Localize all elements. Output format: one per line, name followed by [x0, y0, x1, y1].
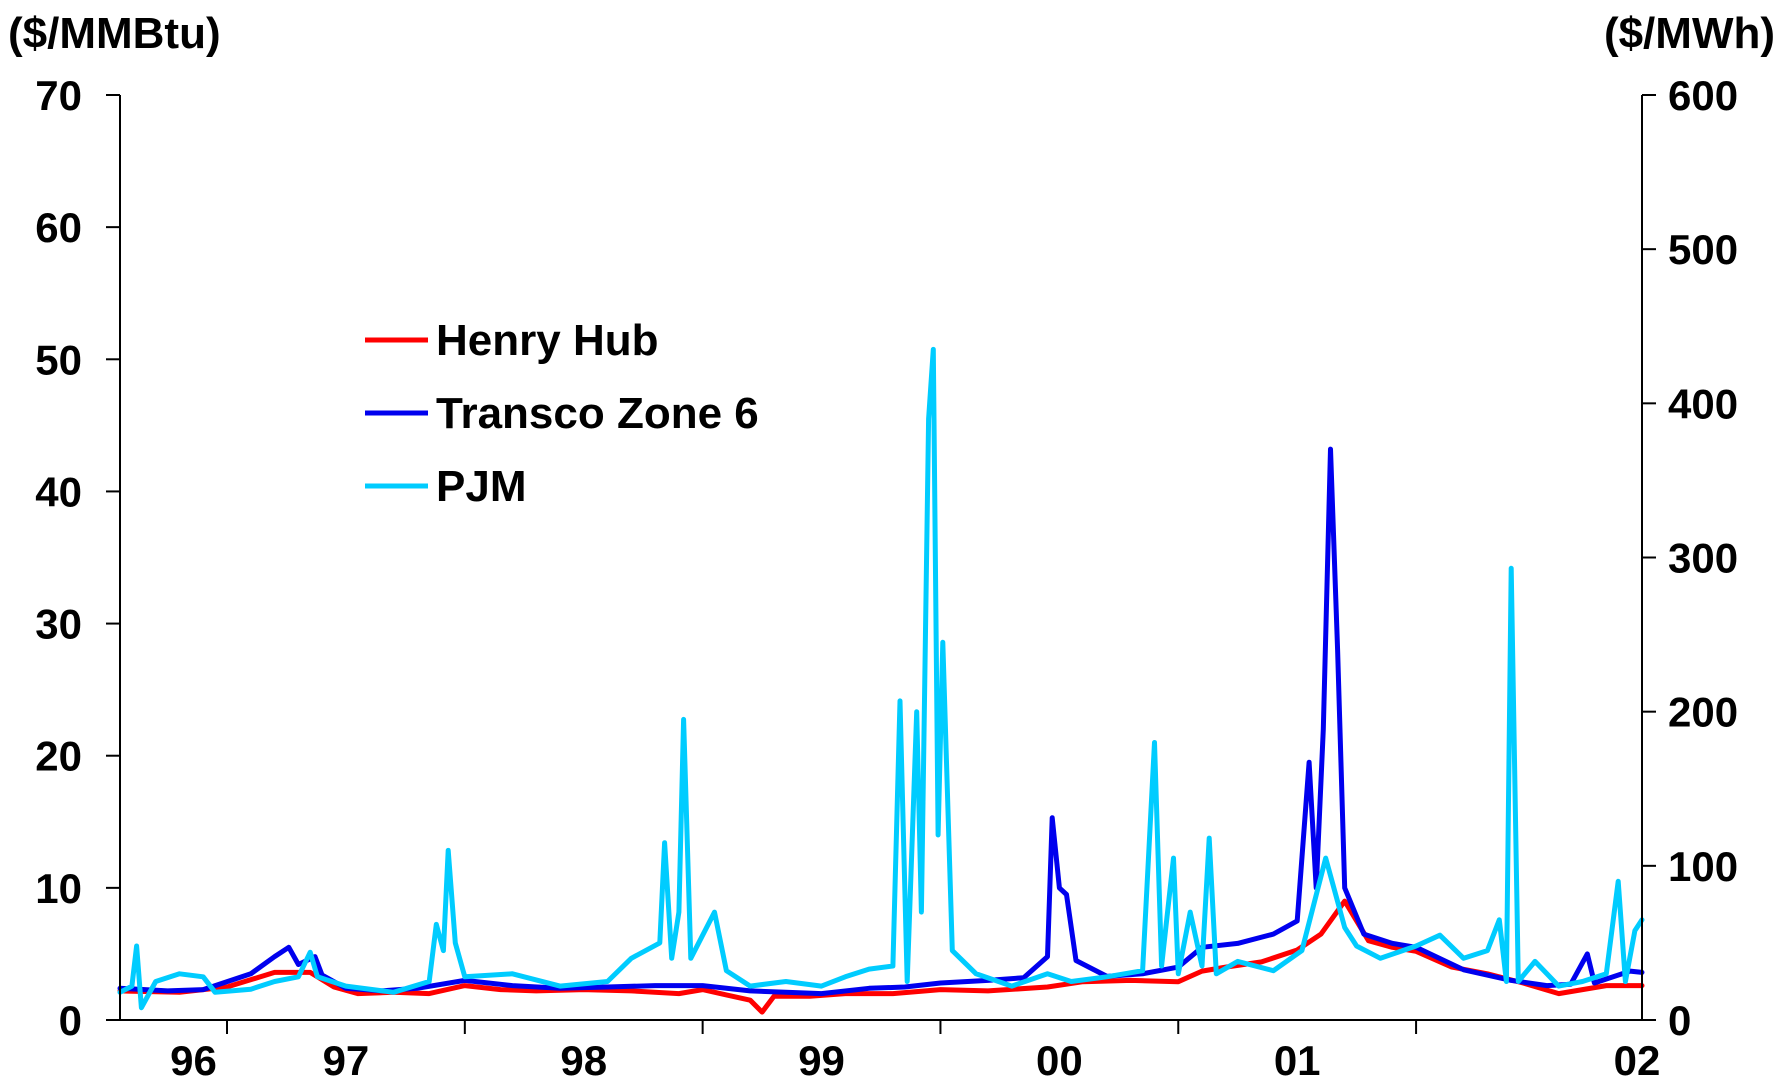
left-tick-label: 0: [59, 997, 82, 1044]
x-tick-label: 96: [170, 1037, 217, 1082]
series-line-henry-hub: [117, 898, 1645, 1015]
right-tick-label: 500: [1668, 226, 1738, 273]
x-tick-label: 02: [1614, 1037, 1661, 1082]
right-tick-label: 300: [1668, 535, 1738, 582]
legend-label: PJM: [436, 462, 526, 511]
x-tick-label: 97: [323, 1037, 370, 1082]
legend-label: Transco Zone 6: [436, 389, 759, 438]
x-tick-label: 99: [798, 1037, 845, 1082]
right-tick-label: 200: [1668, 689, 1738, 736]
left-tick-label: 30: [35, 601, 82, 648]
plot-area: [117, 346, 1645, 1015]
right-tick-label: 100: [1668, 843, 1738, 890]
left-tick-label: 70: [35, 72, 82, 119]
legend-label: Henry Hub: [436, 316, 658, 365]
x-tick-label: 00: [1036, 1037, 1083, 1082]
left-tick-label: 10: [35, 865, 82, 912]
right-tick-label: 0: [1668, 997, 1691, 1044]
left-tick-label: 40: [35, 468, 82, 515]
legend: Henry Hub Transco Zone 6 PJM: [365, 316, 759, 511]
left-axis-label: ($/MMBtu): [8, 9, 221, 58]
x-tick-label: 01: [1274, 1037, 1321, 1082]
left-tick-label: 60: [35, 204, 82, 251]
right-tick-label: 400: [1668, 380, 1738, 427]
x-tick-label: 98: [560, 1037, 607, 1082]
series-line-pjm: [117, 346, 1645, 1011]
series-line-transco-zone-6: [117, 446, 1645, 997]
left-tick-label: 50: [35, 336, 82, 383]
left-tick-label: 20: [35, 733, 82, 780]
right-axis-label: ($/MWh): [1604, 9, 1775, 58]
right-tick-label: 600: [1668, 72, 1738, 119]
